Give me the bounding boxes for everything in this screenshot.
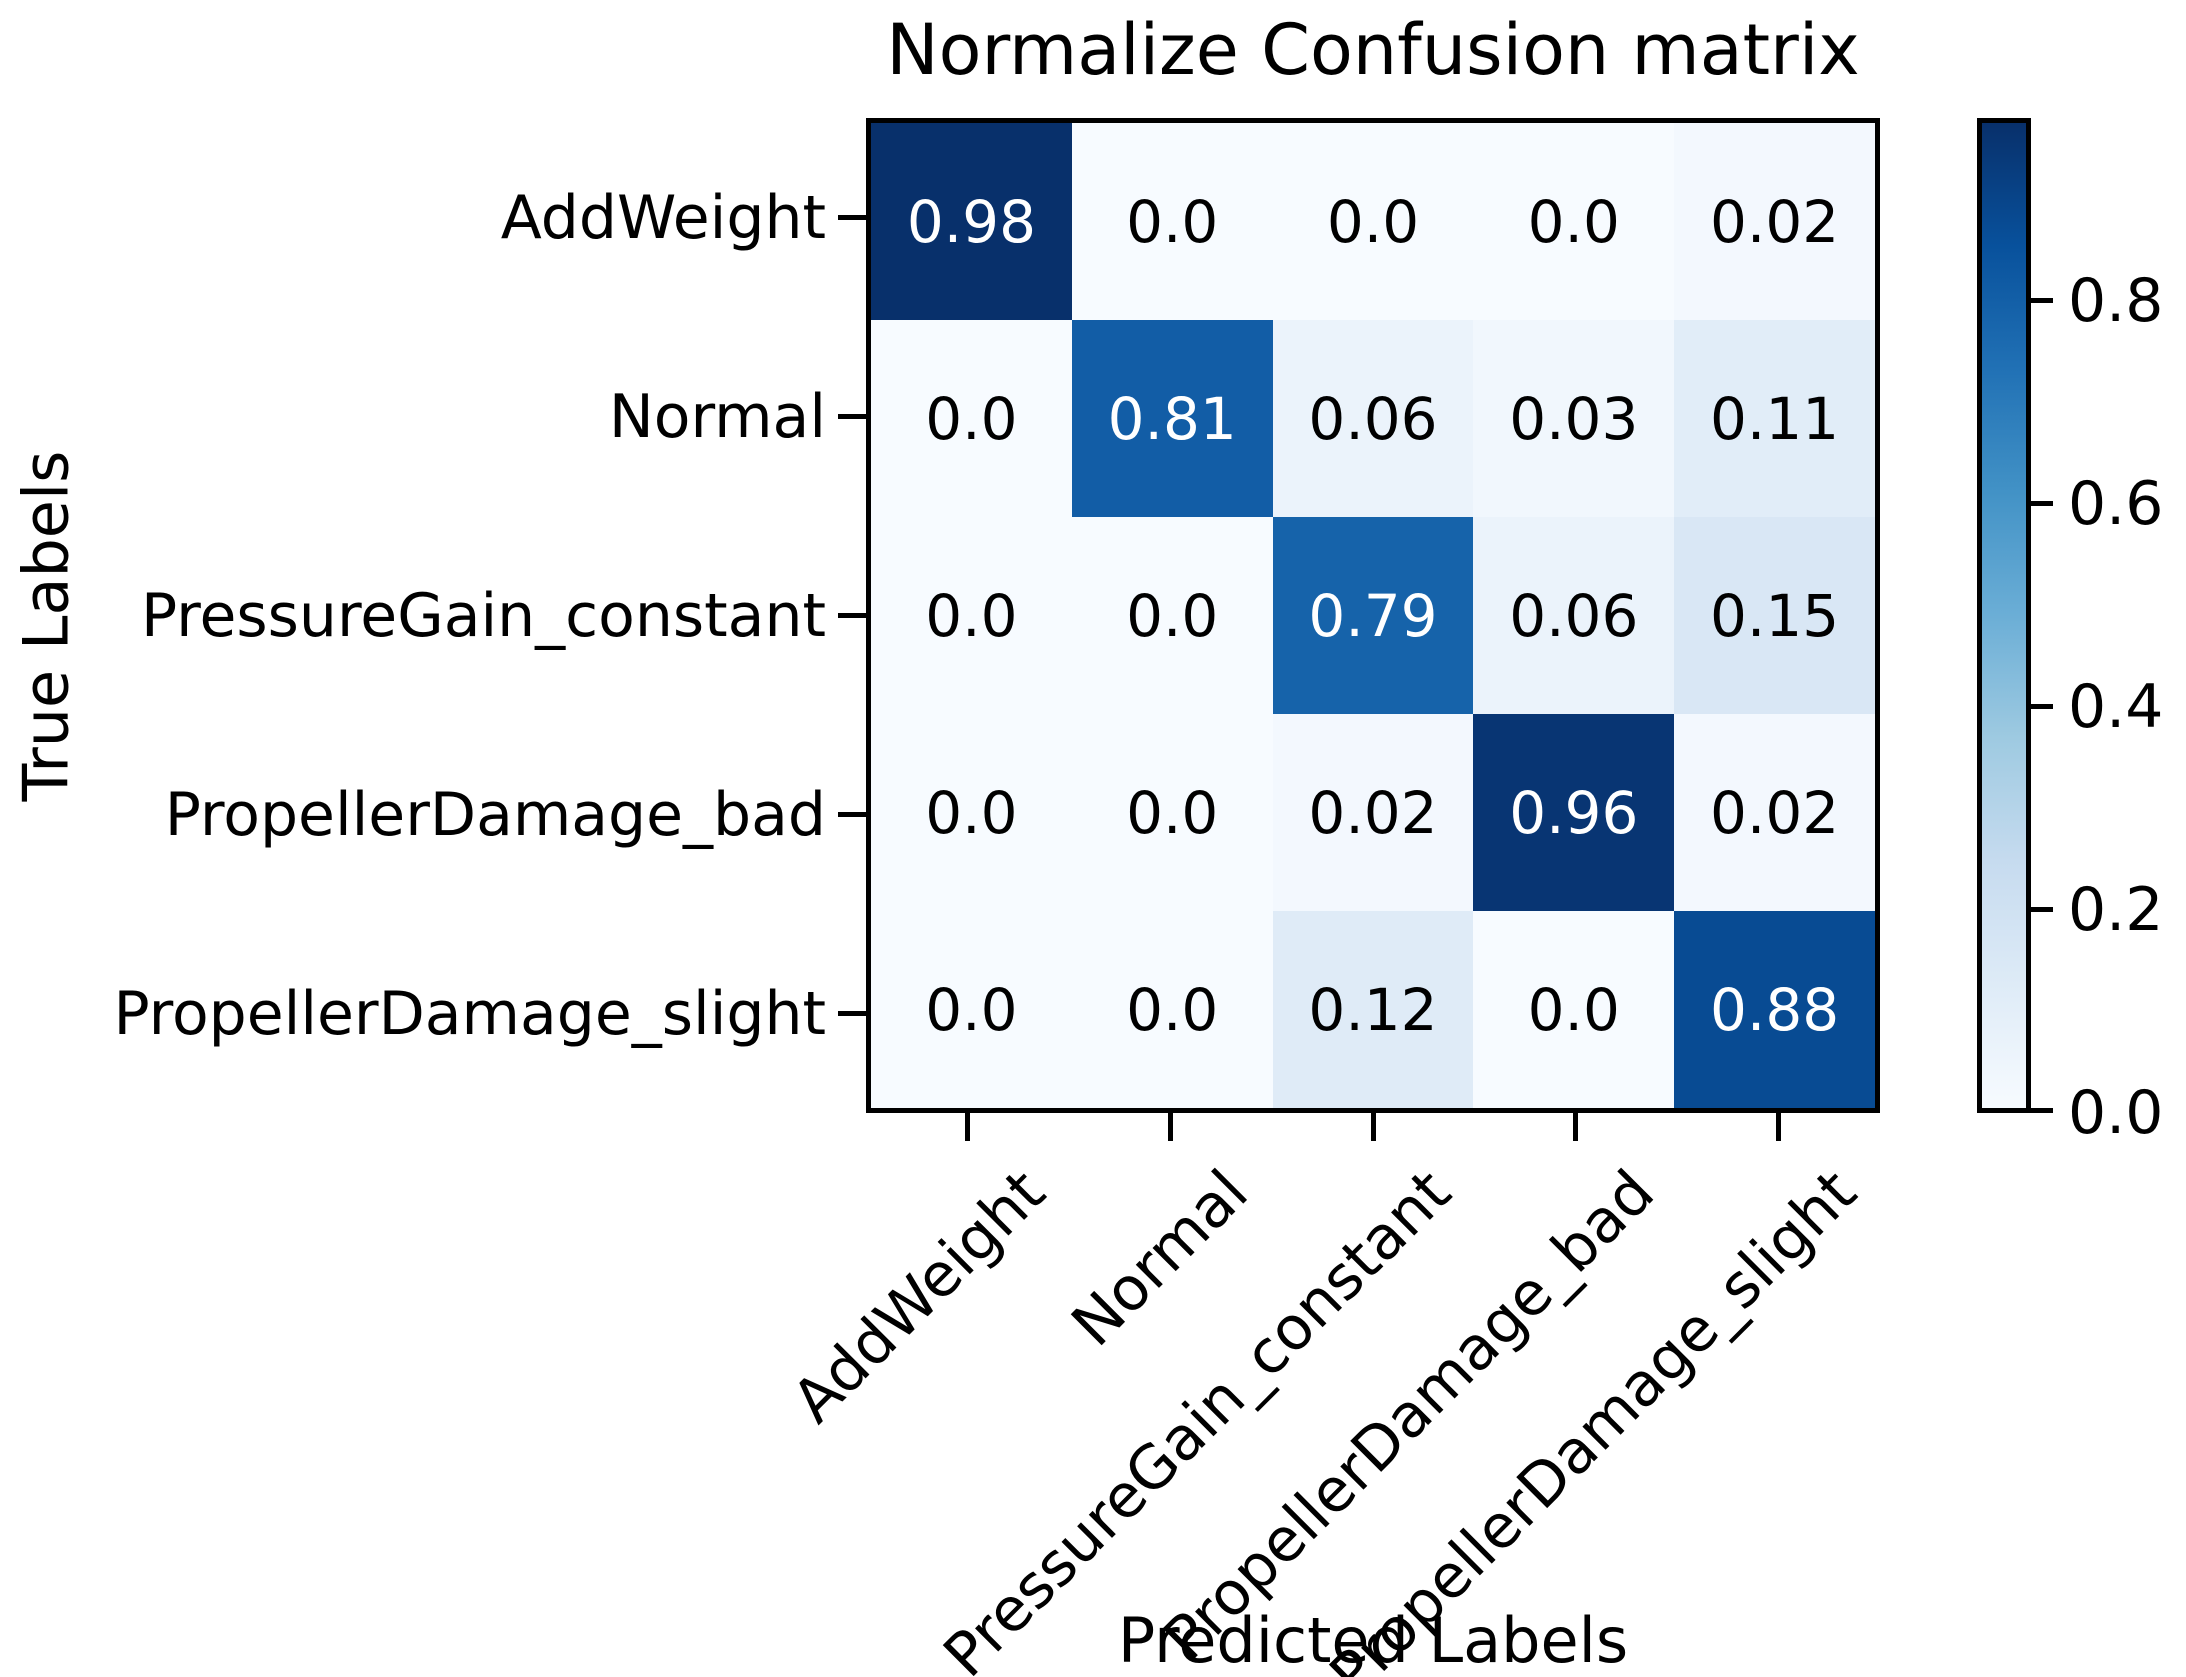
heatmap-axes: 0.98 0.0 0.0 0.0 0.02 0.0 0.81 0.06 0.03 0.11 0.0 0… (866, 118, 1880, 1113)
heatmap-cell: 0.0 (1071, 714, 1273, 911)
y-tick-mark (838, 1011, 866, 1016)
colorbar-tick-label: 0.8 (2068, 265, 2164, 336)
x-tick-label: AddWeight (779, 1157, 1059, 1437)
heatmap-cell: 0.02 (1674, 123, 1875, 320)
heatmap-cell: 0.11 (1674, 320, 1875, 517)
colorbar-tick-mark (2031, 1108, 2053, 1113)
y-tick-mark (838, 812, 866, 817)
chart-title: Normalize Confusion matrix (886, 9, 1860, 91)
y-tick-mark (838, 414, 866, 419)
colorbar-tick-label: 0.6 (2068, 468, 2164, 539)
x-tick-mark (1370, 1113, 1376, 1141)
heatmap-cell: 0.81 (1071, 320, 1273, 517)
heatmap-cell: 0.12 (1272, 911, 1474, 1108)
heatmap-cell: 0.02 (1674, 714, 1875, 911)
y-tick-label: PropellerDamage_bad (164, 779, 826, 850)
colorbar-tick-label: 0.2 (2068, 874, 2164, 945)
colorbar-tick-mark (2031, 907, 2053, 913)
x-tick-label: Normal (1058, 1157, 1262, 1361)
colorbar-tick-mark (2031, 704, 2053, 710)
heatmap-cell: 0.03 (1473, 320, 1675, 517)
heatmap-cell: 0.0 (871, 911, 1072, 1108)
colorbar-tick-mark (2031, 298, 2053, 304)
y-tick-mark (838, 613, 866, 618)
colorbar-tick-mark (2031, 501, 2053, 507)
y-tick-label: PropellerDamage_slight (113, 978, 826, 1049)
heatmap-cell: 0.0 (1473, 123, 1675, 320)
colorbar (1977, 118, 2031, 1113)
heatmap-cell: 0.02 (1272, 714, 1474, 911)
heatmap-cell: 0.0 (1473, 911, 1675, 1108)
heatmap-cell: 0.06 (1473, 517, 1675, 714)
x-tick-mark (1776, 1113, 1782, 1141)
colorbar-tick-label: 0.4 (2068, 671, 2164, 742)
y-tick-label: AddWeight (500, 182, 826, 253)
y-tick-label: PressureGain_constant (141, 580, 826, 651)
heatmap-cell: 0.06 (1272, 320, 1474, 517)
heatmap-cell: 0.15 (1674, 517, 1875, 714)
x-tick-mark (1573, 1113, 1579, 1141)
colorbar-tick-label: 0.0 (2068, 1078, 2164, 1148)
x-axis-label: Predicted Labels (1117, 1604, 1629, 1677)
heatmap-cell: 0.79 (1272, 517, 1474, 714)
heatmap-cell: 0.0 (1071, 517, 1273, 714)
x-tick-mark (964, 1113, 970, 1141)
heatmap-cell: 0.98 (871, 123, 1072, 320)
heatmap-cell: 0.88 (1674, 911, 1875, 1108)
heatmap-cell: 0.0 (871, 320, 1072, 517)
heatmap-cell: 0.0 (1272, 123, 1474, 320)
x-tick-mark (1167, 1113, 1173, 1141)
heatmap-cell: 0.0 (1071, 911, 1273, 1108)
heatmap-cell: 0.0 (1071, 123, 1273, 320)
heatmap-cell: 0.0 (871, 517, 1072, 714)
y-tick-mark (838, 215, 866, 220)
heatmap-cell: 0.0 (871, 714, 1072, 911)
heatmap-cell: 0.96 (1473, 714, 1675, 911)
y-tick-label: Normal (608, 381, 826, 452)
